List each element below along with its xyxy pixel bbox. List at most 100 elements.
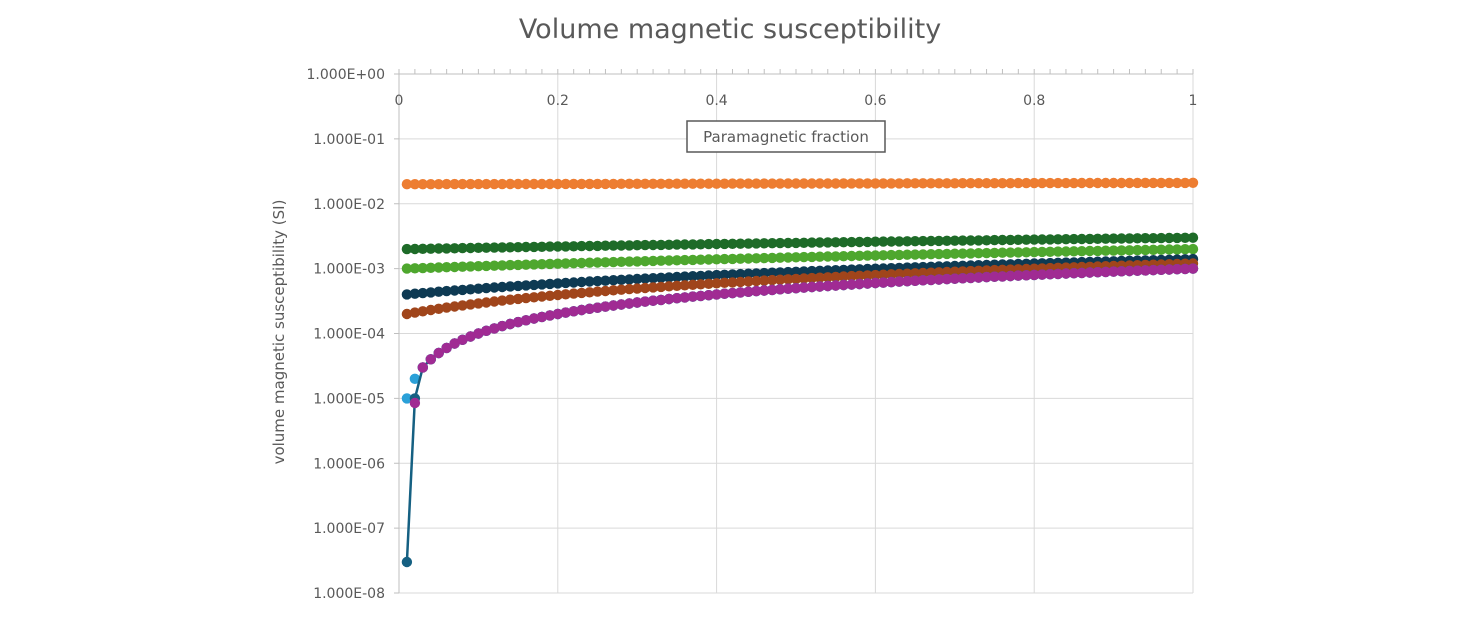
data-point (1029, 269, 1040, 281)
data-point (886, 269, 897, 280)
data-point (1179, 244, 1191, 255)
data-point (417, 262, 428, 274)
data-point (536, 241, 548, 252)
data-point (481, 325, 492, 336)
data-point (687, 279, 698, 290)
data-point (1132, 177, 1143, 189)
data-point (989, 234, 1000, 246)
data-point (1029, 177, 1040, 189)
data-point (457, 284, 468, 296)
data-point (798, 282, 810, 293)
data-point (425, 179, 436, 190)
data-point (727, 269, 738, 280)
data-point (711, 178, 722, 189)
data-point (782, 274, 794, 285)
data-point (663, 281, 675, 292)
data-point (449, 178, 460, 190)
data-point (1171, 177, 1183, 189)
data-point (790, 237, 802, 249)
data-point (505, 242, 516, 253)
data-point (592, 275, 603, 287)
data-point (433, 262, 444, 273)
data-point (544, 310, 556, 321)
data-point (616, 274, 627, 285)
data-point (1052, 177, 1064, 189)
data-point (401, 393, 413, 404)
data-point (544, 290, 556, 301)
data-point (767, 267, 778, 278)
data-point (711, 254, 722, 265)
data-point (894, 236, 905, 247)
data-point (632, 283, 643, 294)
data-point (854, 250, 865, 261)
data-point (679, 239, 690, 250)
data-point (560, 307, 571, 318)
data-point (616, 240, 627, 251)
data-point (870, 269, 881, 281)
data-point (544, 241, 556, 252)
data-point (917, 267, 929, 279)
data-point (489, 296, 500, 307)
data-point (846, 279, 857, 290)
data-point (441, 178, 452, 190)
data-point (695, 239, 706, 250)
data-point (568, 277, 579, 288)
data-point (941, 248, 953, 260)
data-point (774, 252, 786, 263)
data-point (441, 302, 452, 313)
data-point (560, 178, 571, 190)
data-point (481, 260, 492, 272)
data-point (401, 308, 413, 320)
data-point (886, 249, 897, 261)
data-point (1124, 177, 1135, 189)
grid (394, 69, 1194, 594)
data-point (592, 178, 603, 190)
data-point (695, 279, 706, 290)
data-point (711, 238, 722, 250)
data-point (1060, 268, 1072, 279)
data-point (584, 287, 595, 298)
data-point (655, 178, 667, 189)
data-point (846, 178, 857, 189)
data-point (957, 235, 968, 246)
data-point (687, 271, 698, 282)
data-point (512, 178, 524, 190)
data-point (417, 362, 428, 373)
data-point (774, 274, 786, 285)
data-point (838, 178, 849, 189)
y-tick-label: 1.000E-01 (313, 132, 385, 148)
data-point (687, 291, 698, 302)
data-point (1156, 264, 1167, 275)
data-point (743, 178, 754, 189)
data-point (441, 285, 452, 297)
data-point (806, 251, 818, 263)
data-point (624, 240, 635, 251)
data-point (695, 270, 706, 282)
y-tick-label: 1.000E-07 (313, 521, 385, 537)
data-point (568, 241, 579, 252)
data-point (973, 235, 984, 246)
data-point (520, 292, 532, 304)
data-point (965, 235, 976, 246)
data-point (989, 271, 1000, 282)
data-point (449, 261, 460, 273)
data-point (870, 250, 881, 261)
data-point (1164, 244, 1175, 255)
data-point (1084, 245, 1096, 257)
data-point (552, 308, 563, 320)
data-point (632, 297, 643, 308)
data-point (751, 253, 762, 264)
data-point (1068, 246, 1080, 257)
data-point (616, 299, 627, 310)
data-point (909, 236, 921, 247)
data-point (1187, 263, 1199, 274)
data-point (560, 277, 571, 289)
series-line (405, 267, 1194, 563)
data-point (909, 275, 921, 286)
data-point (632, 240, 643, 251)
data-point (1124, 265, 1135, 277)
data-point (632, 273, 643, 285)
data-point (520, 241, 532, 253)
data-point (941, 273, 953, 285)
data-point (457, 178, 468, 190)
